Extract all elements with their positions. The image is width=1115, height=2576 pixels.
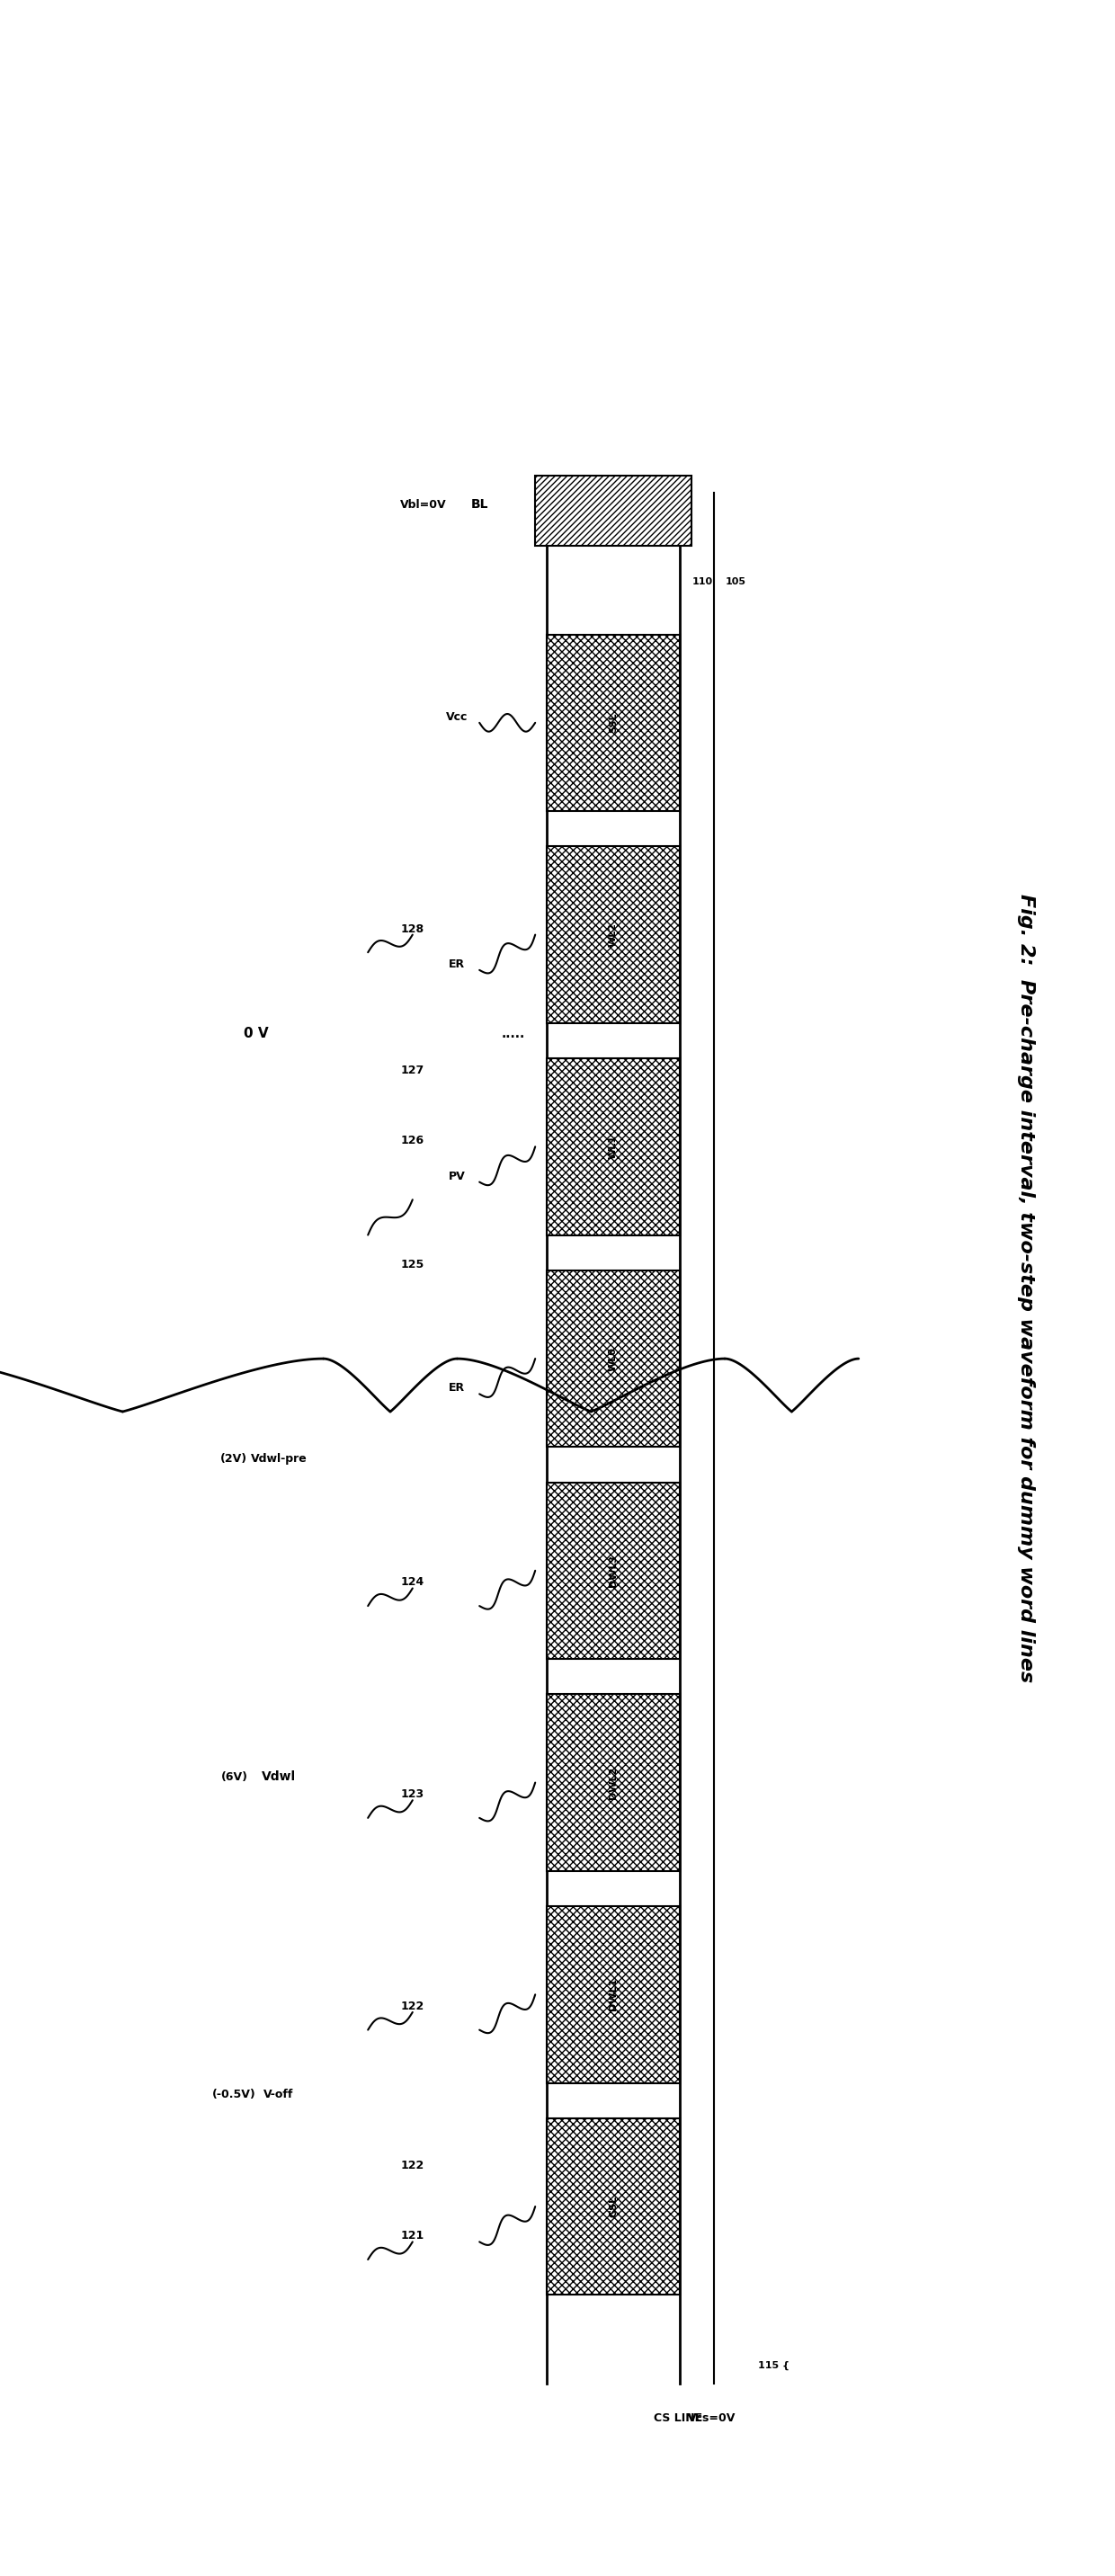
Text: DWL3: DWL3 bbox=[609, 1553, 618, 1587]
Text: (-0.5V): (-0.5V) bbox=[212, 2089, 256, 2099]
Bar bbox=[535, 477, 691, 546]
Text: 124: 124 bbox=[400, 1577, 425, 1589]
Text: CS LINE: CS LINE bbox=[653, 2414, 702, 2424]
Text: 110: 110 bbox=[692, 577, 712, 585]
Bar bbox=[546, 848, 680, 1023]
Text: (2V): (2V) bbox=[221, 1453, 248, 1466]
Text: Vcs=0V: Vcs=0V bbox=[688, 2414, 736, 2424]
Text: GSL: GSL bbox=[609, 2195, 618, 2218]
Text: DWL1: DWL1 bbox=[609, 1978, 618, 2012]
Text: BL: BL bbox=[471, 497, 488, 510]
Text: 125: 125 bbox=[400, 1260, 425, 1270]
Text: 121: 121 bbox=[400, 2231, 425, 2241]
Text: ER: ER bbox=[449, 958, 465, 971]
Text: WL1: WL1 bbox=[609, 1133, 618, 1159]
Text: 126: 126 bbox=[400, 1136, 425, 1146]
Text: 0 V: 0 V bbox=[244, 1028, 269, 1041]
Bar bbox=[546, 1059, 680, 1234]
Text: Fig. 2:  Pre-charge interval, two-step waveform for dummy word lines: Fig. 2: Pre-charge interval, two-step wa… bbox=[1017, 894, 1035, 1682]
Text: WL0: WL0 bbox=[609, 1347, 618, 1370]
Text: 115 {: 115 { bbox=[758, 2360, 789, 2370]
Text: Vdwl-pre: Vdwl-pre bbox=[251, 1453, 307, 1466]
Text: Vcc: Vcc bbox=[446, 711, 468, 724]
Text: 122: 122 bbox=[400, 2159, 425, 2172]
Text: 105: 105 bbox=[726, 577, 746, 585]
Bar bbox=[546, 2117, 680, 2295]
Text: .....: ..... bbox=[501, 1028, 525, 1041]
Text: WL2: WL2 bbox=[609, 922, 618, 948]
Bar bbox=[546, 1695, 680, 1870]
Text: DWL2: DWL2 bbox=[609, 1767, 618, 1798]
Bar bbox=[546, 634, 680, 811]
Bar bbox=[546, 1906, 680, 2084]
Text: V-off: V-off bbox=[264, 2089, 293, 2099]
Bar bbox=[546, 1270, 680, 1448]
Text: Vdwl: Vdwl bbox=[262, 1770, 295, 1783]
Text: 123: 123 bbox=[400, 1788, 425, 1801]
Text: 128: 128 bbox=[400, 922, 425, 935]
Text: Vbl=0V: Vbl=0V bbox=[400, 500, 447, 510]
Text: ER: ER bbox=[449, 1383, 465, 1394]
Bar bbox=[546, 1481, 680, 1659]
Text: PV: PV bbox=[448, 1170, 466, 1182]
Text: (6V): (6V) bbox=[221, 1770, 248, 1783]
Text: 127: 127 bbox=[400, 1064, 425, 1077]
Text: SSL: SSL bbox=[609, 714, 618, 732]
Text: 122: 122 bbox=[400, 2002, 425, 2012]
